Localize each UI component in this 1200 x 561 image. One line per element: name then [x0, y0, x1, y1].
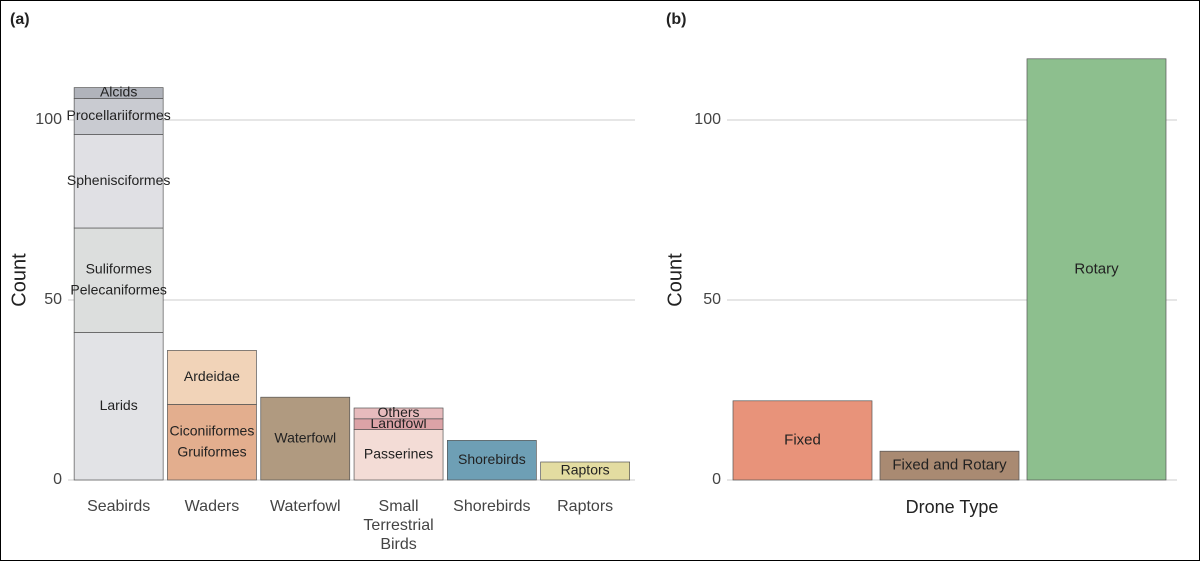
y-tick-label: 50	[703, 291, 721, 308]
bar-segment	[73, 87, 164, 99]
bar-segment	[73, 98, 164, 135]
segment-label: Larids	[100, 397, 138, 413]
segment-label: Others	[378, 404, 420, 420]
segment-label: Shorebirds	[458, 451, 526, 467]
y-axis-title: Count	[664, 253, 686, 307]
panel-label: (b)	[666, 11, 686, 28]
segment-label: Ciconiiformes	[170, 422, 255, 438]
bar-segment	[353, 429, 444, 481]
segment-label: Procellariiformes	[67, 107, 171, 123]
segment-label: Raptors	[561, 462, 610, 478]
segment-label: Pelecaniformes	[70, 281, 167, 297]
x-tick-label: Waterfowl	[270, 498, 341, 515]
segment-label: Gruiformes	[177, 443, 246, 459]
x-tick-label: Shorebirds	[453, 498, 530, 515]
x-axis-title: Drone Type	[906, 497, 999, 517]
segment-label: Sphenisciformes	[67, 172, 171, 188]
panel-label: (a)	[10, 11, 30, 28]
bar-segment	[447, 440, 537, 481]
bar	[1026, 58, 1167, 481]
y-tick-label: 0	[53, 471, 62, 488]
x-tick-label: Waders	[185, 498, 240, 515]
y-tick-label: 100	[694, 111, 721, 128]
y-tick-label: 100	[35, 111, 62, 128]
segment-label: Passerines	[364, 446, 433, 462]
bar-label: Rotary	[1074, 260, 1119, 277]
bar-segment	[540, 461, 631, 481]
x-tick-label: Small Terrestrial Birds	[363, 498, 433, 553]
segment-label: Alcids	[100, 84, 137, 100]
segment-label: Suliformes	[86, 260, 152, 276]
segment-label: Waterfowl	[274, 429, 336, 445]
y-tick-label: 50	[44, 291, 62, 308]
bar-segment	[260, 396, 351, 481]
bar-segment	[167, 350, 257, 405]
segment-label: Ardeidae	[184, 368, 240, 384]
y-axis-title: Count	[8, 253, 30, 307]
x-tick-label: Seabirds	[87, 498, 150, 515]
bar	[732, 400, 873, 481]
bar-label: Fixed	[784, 431, 821, 448]
bar-segment	[73, 227, 164, 333]
bar-segment	[73, 134, 164, 229]
bar	[879, 450, 1020, 481]
x-tick-label: Raptors	[557, 498, 613, 515]
y-tick-label: 0	[712, 471, 721, 488]
bar-segment	[167, 404, 257, 481]
bar-segment	[353, 407, 444, 420]
bar-label: Fixed and Rotary	[892, 457, 1007, 474]
